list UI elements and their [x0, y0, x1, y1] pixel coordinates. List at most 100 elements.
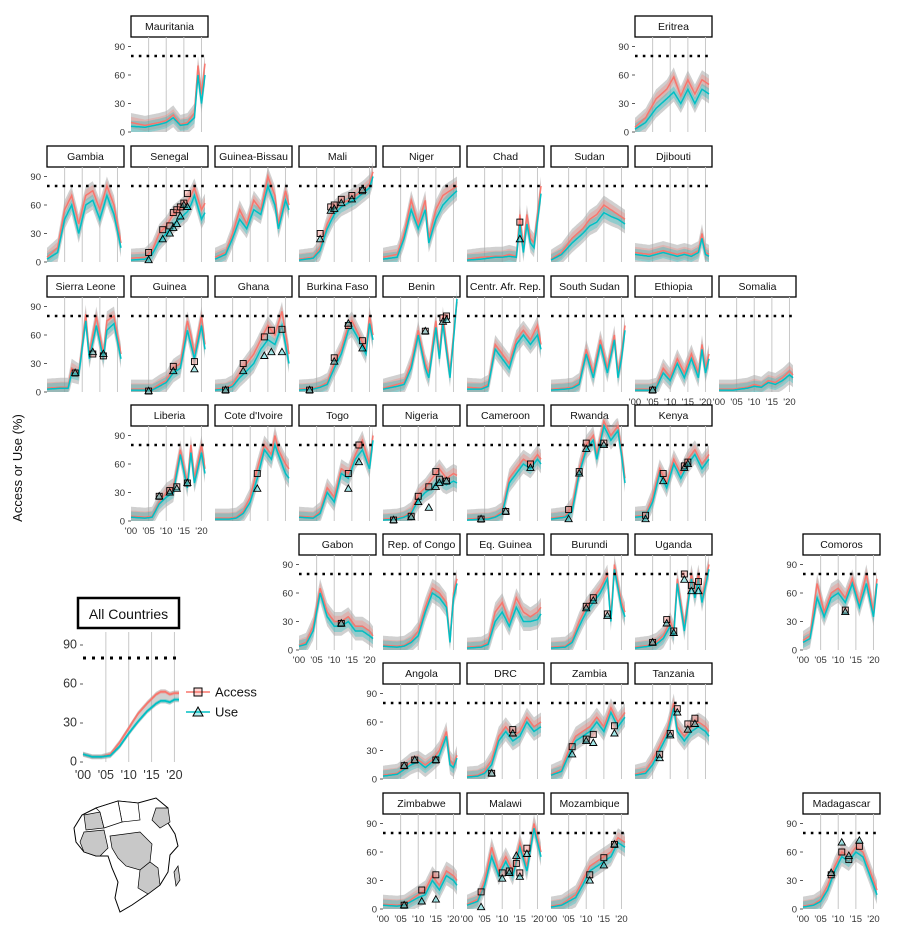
strip-box-angola	[382, 662, 461, 685]
uganda-survey-access-point	[670, 627, 678, 635]
x-tick-label: '10	[160, 526, 172, 537]
panel-angola: Angola 0 30 60 90	[366, 662, 461, 786]
liberia-survey-use-point	[172, 483, 182, 492]
y-tick-label: 90	[63, 638, 77, 652]
y-tick-label: 60	[114, 71, 125, 82]
mali-survey-use-point	[329, 204, 339, 212]
senegal-survey-access-point	[180, 199, 188, 207]
kenya-survey-access-point	[659, 470, 667, 477]
strip-label-malawi: Malawi	[489, 798, 522, 810]
benin-survey-use-point	[442, 315, 451, 323]
strip-label-zimbabwe: Zimbabwe	[397, 798, 446, 810]
djibouti-use-line	[634, 238, 710, 258]
x-tick-label: '10	[748, 397, 760, 408]
strip-box-burundi	[550, 533, 629, 556]
liberia-survey-use-point	[154, 491, 164, 500]
strip-box-nigeria	[382, 404, 461, 427]
burundi-survey-access-point	[603, 610, 611, 618]
zambia-survey-use-point	[610, 728, 619, 737]
x-tick-label: '20	[867, 914, 879, 925]
y-tick-label: 90	[786, 560, 797, 571]
panel-comoros: Comoros 0 30 60 90 '00 '05 '10 '15 '20	[786, 533, 881, 666]
zimbabwe-survey-access-point	[432, 871, 440, 879]
togo-access-ribbon	[299, 429, 373, 521]
sierra-leone-survey-use-point	[70, 368, 80, 377]
guinea-bissau-access-ribbon	[215, 170, 289, 262]
x-tick-label: '00	[125, 526, 137, 537]
x-tick-label: '10	[412, 914, 424, 925]
strip-label-south-sudan: South Sudan	[559, 281, 620, 293]
panel-mali: Mali	[298, 145, 377, 262]
strip-label-burkina-faso: Burkina Faso	[307, 281, 369, 293]
mali-survey-use-point	[315, 234, 325, 243]
guinea-survey-use-point	[144, 386, 153, 395]
liberia-use-line	[130, 452, 206, 519]
nigeria-survey-use-point	[442, 476, 451, 485]
rwanda-survey-use-point	[564, 514, 573, 523]
cote-d-ivoire-survey-use-point	[252, 483, 262, 492]
south-sudan-use-line	[550, 330, 626, 391]
panel-senegal: Senegal	[130, 145, 209, 264]
guinea-survey-access-point	[190, 358, 198, 366]
strip-label-senegal: Senegal	[150, 151, 189, 163]
rep-of-congo-uncertainty-ribbon	[383, 569, 457, 650]
angola-survey-use-point	[399, 760, 409, 769]
senegal-use-line	[130, 193, 206, 261]
zambia-survey-use-point	[581, 736, 591, 745]
strip-label-eritrea: Eritrea	[658, 21, 689, 33]
cote-d-ivoire-access-line	[215, 435, 290, 519]
strip-box-senegal	[130, 145, 209, 168]
strip-box-mali	[298, 145, 377, 168]
angola-use-line	[382, 736, 458, 777]
comoros-access-line	[802, 573, 878, 642]
panel-djibouti: Djibouti	[634, 145, 713, 262]
strip-label-cote-d-ivoire: Cote d'Ivoire	[224, 410, 283, 422]
zimbabwe-survey-use-point	[431, 894, 441, 903]
cote-d-ivoire-use-ribbon	[215, 439, 289, 521]
cameroon-survey-use-point	[526, 463, 535, 471]
strip-label-uganda: Uganda	[655, 539, 692, 551]
djibouti-access-line	[634, 233, 710, 256]
nigeria-access-line	[382, 467, 458, 520]
x-tick-label: '05	[478, 914, 490, 925]
ghana-use-line	[214, 322, 290, 391]
burkina-faso-access-line	[299, 315, 374, 390]
y-tick-label: 90	[786, 819, 797, 830]
madagascar-survey-use-point	[826, 868, 836, 876]
zambia-survey-access-point	[568, 743, 576, 751]
strip-label-liberia: Liberia	[154, 410, 186, 422]
strip-label-eq-guinea: Eq. Guinea	[479, 539, 532, 551]
strip-label-mozambique: Mozambique	[559, 798, 619, 810]
senegal-survey-use-point	[183, 202, 192, 210]
panel-burkina-faso: Burkina Faso	[298, 275, 377, 394]
senegal-survey-use-point	[175, 211, 185, 220]
panel-mauritania: Mauritania 0 30 60 90	[114, 15, 209, 139]
strip-box-tanzania	[634, 662, 713, 685]
chad-use-line	[466, 193, 542, 261]
gambia-uncertainty-ribbon	[47, 176, 121, 262]
strip-box-kenya	[634, 404, 713, 427]
x-tick-label: '00	[797, 914, 809, 925]
comoros-use-line	[802, 581, 878, 644]
senegal-survey-use-point	[144, 255, 153, 264]
x-tick-label: '05	[310, 655, 322, 666]
madagascar-access-ribbon	[803, 841, 877, 909]
x-tick-label: '00	[713, 397, 725, 408]
senegal-survey-use-point	[165, 228, 175, 237]
strip-box-comoros	[802, 533, 881, 556]
x-tick-label: '15	[766, 397, 778, 408]
eq-guinea-access-line	[467, 595, 542, 648]
x-tick-label: '00	[629, 397, 641, 408]
cameroon-survey-use-point	[476, 514, 486, 523]
comoros-survey-use-point	[840, 607, 850, 616]
zambia-access-line	[550, 706, 626, 775]
somalia-access-ribbon	[719, 365, 793, 392]
burkina-faso-survey-use-point	[329, 356, 339, 365]
x-tick-label: '10	[580, 914, 592, 925]
senegal-survey-access-point	[183, 190, 191, 198]
madagascar-survey-use-point	[837, 837, 847, 846]
mauritania-use-ribbon	[131, 69, 205, 132]
strip-box-sierra-leone	[46, 275, 125, 298]
nigeria-survey-use-point	[406, 512, 416, 521]
malawi-survey-use-point	[511, 851, 521, 859]
